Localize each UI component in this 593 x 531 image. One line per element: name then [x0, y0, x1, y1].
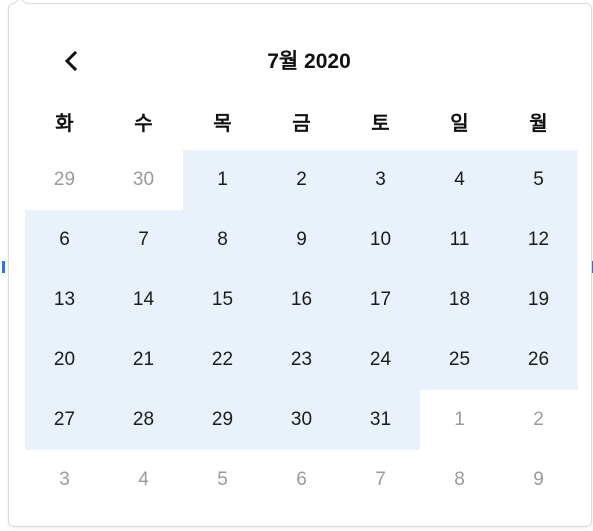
calendar-day[interactable]: 14 — [132, 289, 155, 310]
selected-range-highlight — [25, 210, 578, 270]
calendar-day[interactable]: 17 — [369, 289, 392, 310]
chevron-left-icon — [64, 51, 78, 71]
selected-range-highlight — [25, 390, 420, 450]
calendar-day[interactable]: 29 — [211, 409, 234, 430]
calendar-day[interactable]: 16 — [290, 289, 313, 310]
selected-range-highlight — [183, 150, 578, 210]
calendar-day[interactable]: 10 — [369, 229, 392, 250]
calendar-day[interactable]: 18 — [448, 289, 471, 310]
other-month-day[interactable]: 30 — [132, 169, 155, 190]
other-month-day[interactable]: 1 — [454, 409, 465, 430]
calendar-day[interactable]: 12 — [527, 229, 550, 250]
popup-caret — [12, 0, 28, 12]
calendar-day[interactable]: 5 — [533, 169, 544, 190]
selected-range-highlight — [25, 330, 578, 390]
other-month-day[interactable]: 4 — [138, 469, 149, 490]
calendar-day[interactable]: 1 — [217, 169, 228, 190]
calendar-day[interactable]: 22 — [211, 349, 234, 370]
calendar-day[interactable]: 3 — [375, 169, 386, 190]
calendar-day[interactable]: 27 — [53, 409, 76, 430]
left-edge-marker — [2, 261, 5, 273]
other-month-day[interactable]: 5 — [217, 469, 228, 490]
other-month-day[interactable]: 9 — [533, 469, 544, 490]
calendar-day[interactable]: 9 — [296, 229, 307, 250]
right-edge-marker — [591, 261, 593, 273]
other-month-day[interactable]: 6 — [296, 469, 307, 490]
calendar-day[interactable]: 7 — [138, 229, 149, 250]
other-month-day[interactable]: 3 — [59, 469, 70, 490]
other-month-day[interactable]: 29 — [53, 169, 76, 190]
month-year-title: 7월 2020 — [267, 50, 351, 73]
calendar-day[interactable]: 25 — [448, 349, 471, 370]
calendar-day[interactable]: 8 — [217, 229, 228, 250]
previous-month-button[interactable] — [56, 46, 86, 76]
calendar-day[interactable]: 23 — [290, 349, 313, 370]
other-month-day[interactable]: 2 — [533, 409, 544, 430]
calendar-day[interactable]: 30 — [290, 409, 313, 430]
calendar-day[interactable]: 11 — [449, 229, 470, 250]
calendar-day[interactable]: 21 — [132, 349, 155, 370]
calendar-day[interactable]: 31 — [369, 409, 392, 430]
weekday-label: 목 — [213, 113, 232, 135]
weekday-label: 토 — [371, 113, 390, 135]
weekday-label: 월 — [529, 113, 548, 135]
calendar-day[interactable]: 13 — [53, 289, 76, 310]
calendar-day[interactable]: 6 — [59, 229, 70, 250]
selected-range-highlight — [25, 270, 578, 330]
other-month-day[interactable]: 8 — [454, 469, 465, 490]
calendar-day[interactable]: 4 — [454, 169, 465, 190]
calendar-day[interactable]: 2 — [296, 169, 307, 190]
calendar-day[interactable]: 20 — [53, 349, 76, 370]
weekday-label: 일 — [450, 113, 469, 135]
calendar-day[interactable]: 28 — [132, 409, 155, 430]
weekday-label: 금 — [292, 113, 311, 135]
weekday-label: 수 — [134, 113, 153, 135]
calendar-day[interactable]: 24 — [369, 349, 392, 370]
weekday-label: 화 — [55, 113, 74, 135]
other-month-day[interactable]: 7 — [375, 469, 386, 490]
calendar-day[interactable]: 15 — [211, 289, 234, 310]
calendar-day[interactable]: 19 — [527, 289, 550, 310]
calendar-day[interactable]: 26 — [527, 349, 550, 370]
